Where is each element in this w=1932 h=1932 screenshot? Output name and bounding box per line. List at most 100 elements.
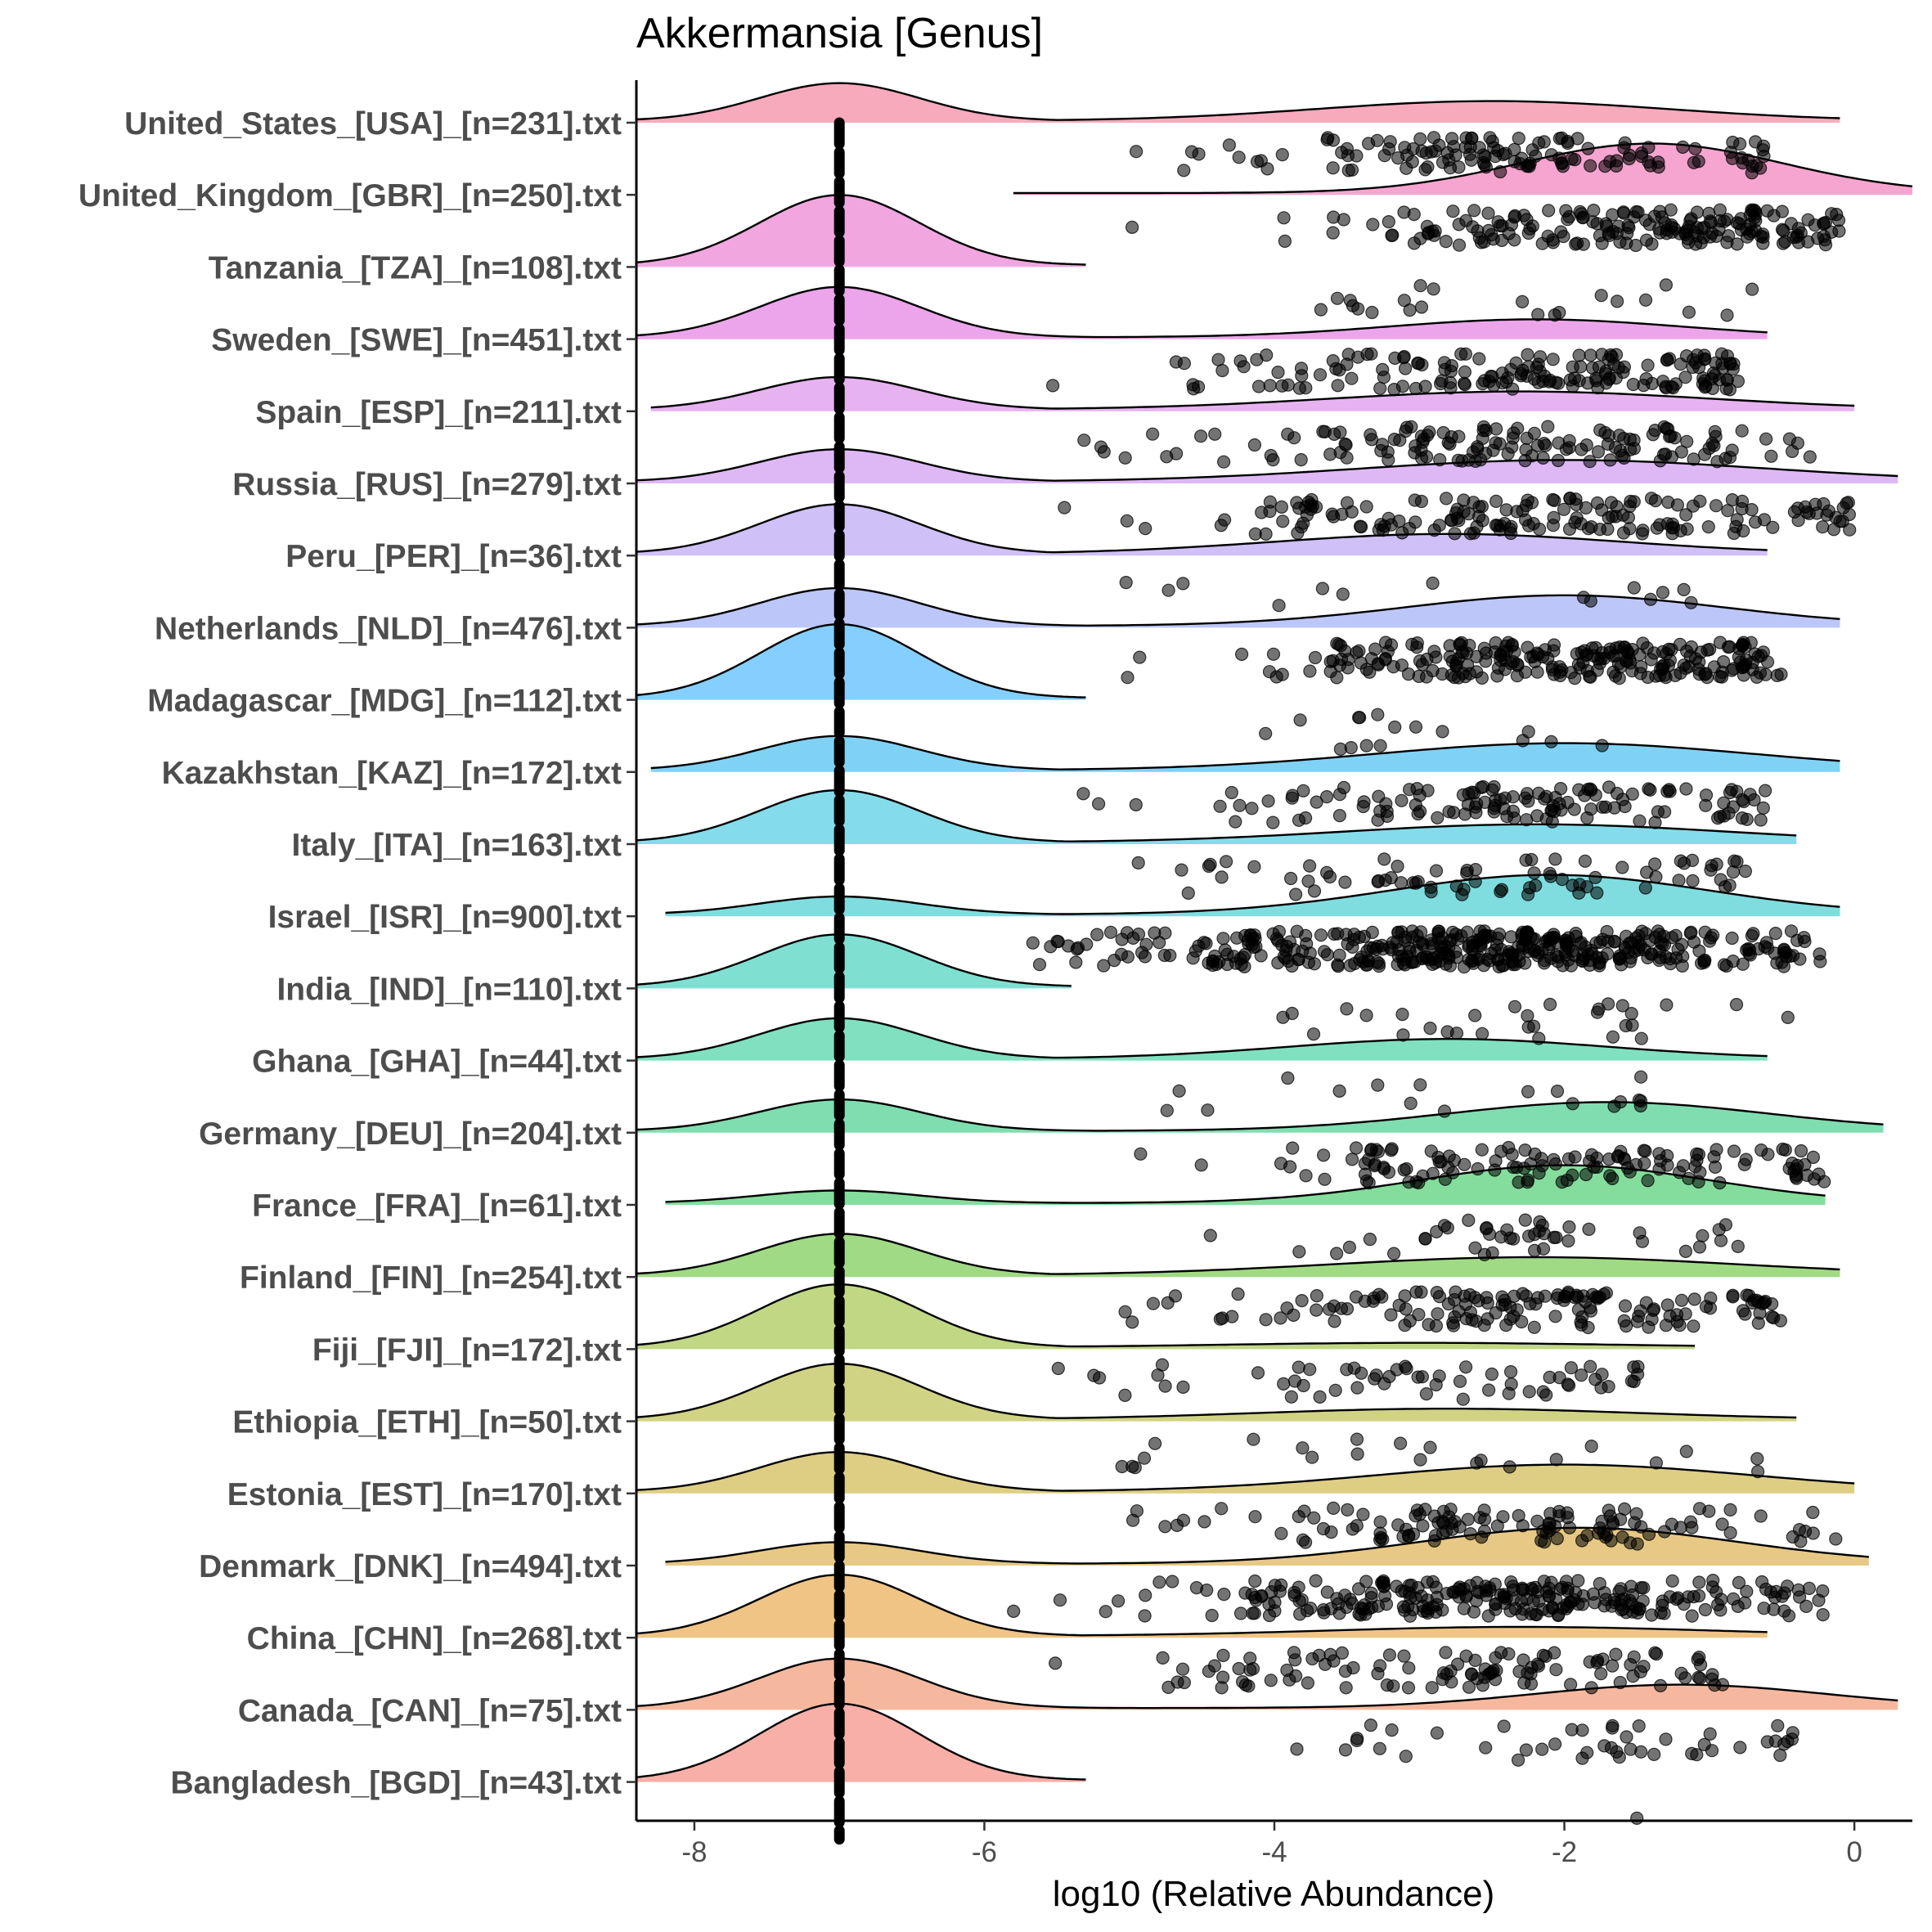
data-point: [1736, 793, 1750, 807]
data-point: [1642, 141, 1656, 155]
data-point: [1329, 1247, 1344, 1260]
data-point: [1453, 637, 1467, 651]
data-point: [1568, 515, 1582, 529]
data-point: [1552, 376, 1566, 390]
data-point: [1216, 932, 1230, 946]
data-point: [1728, 854, 1741, 868]
data-point: [1516, 1519, 1530, 1533]
data-point: [1677, 582, 1691, 597]
data-point: [1364, 1143, 1378, 1157]
data-point: [1575, 1368, 1588, 1382]
data-point: [1548, 790, 1562, 805]
data-point: [1423, 1021, 1437, 1036]
data-point: [1323, 869, 1337, 884]
data-point: [1480, 1291, 1494, 1305]
data-point: [1332, 788, 1347, 802]
data-point: [1371, 1666, 1385, 1681]
data-point: [1653, 1678, 1668, 1692]
data-point: [1217, 1587, 1231, 1602]
data-point: [1176, 577, 1190, 591]
data-point: [1287, 431, 1301, 445]
data-point: [1227, 950, 1241, 964]
density-outline-17: [636, 1283, 1696, 1348]
data-point: [1287, 1646, 1301, 1660]
data-point: [1345, 163, 1359, 177]
data-point: [1363, 1232, 1377, 1247]
density-area-6: [636, 504, 1768, 556]
data-point: [1233, 798, 1247, 812]
data-point: [1629, 238, 1642, 253]
data-point: [1332, 363, 1346, 377]
data-point: [1602, 227, 1615, 240]
data-point: [1723, 785, 1737, 800]
data-point: [1325, 507, 1339, 521]
data-point: [1625, 664, 1639, 678]
data-point: [1395, 950, 1409, 964]
data-point: [1504, 930, 1518, 944]
data-point: [1721, 504, 1735, 518]
data-point: [1413, 1453, 1427, 1467]
data-point: [1493, 793, 1507, 806]
data-point: [1364, 1719, 1378, 1732]
data-point: [1430, 1590, 1445, 1604]
data-point: [1494, 1588, 1508, 1602]
data-point: [1566, 360, 1579, 374]
data-point: [1735, 151, 1749, 165]
data-point: [1285, 791, 1299, 805]
data-point: [1177, 357, 1192, 371]
data-point: [1825, 207, 1839, 221]
data-point: [1833, 514, 1847, 528]
data-point: [1463, 140, 1477, 154]
data-point: [1806, 1150, 1820, 1165]
data-point: [1276, 1010, 1290, 1024]
data-point: [1544, 148, 1558, 162]
data-point: [1416, 1519, 1430, 1533]
data-point: [1684, 595, 1698, 609]
data-point: [1378, 651, 1392, 666]
data-point: [1703, 230, 1717, 244]
data-point: [1215, 1681, 1229, 1695]
data-point: [1468, 454, 1483, 469]
data-point: [1643, 783, 1657, 797]
data-point: [1552, 1509, 1566, 1523]
data-point: [1430, 1285, 1444, 1300]
data-point: [1692, 1650, 1706, 1665]
data-point: [1740, 1288, 1754, 1302]
data-point: [1622, 221, 1636, 235]
data-point: [1793, 952, 1807, 966]
data-point: [1176, 1513, 1191, 1527]
data-point: [1709, 499, 1723, 513]
data-point: [1736, 1304, 1750, 1318]
data-point: [1760, 204, 1774, 218]
data-point: [1843, 523, 1857, 537]
data-point: [1627, 1374, 1641, 1389]
data-point: [1305, 1651, 1319, 1666]
data-point: [1386, 936, 1400, 950]
data-point: [1579, 438, 1593, 452]
data-point: [1586, 215, 1600, 229]
data-point: [1045, 379, 1060, 393]
data-point: [1380, 804, 1394, 819]
data-point: [1516, 1287, 1530, 1301]
data-point: [1130, 1504, 1144, 1518]
data-point: [1606, 1171, 1620, 1186]
data-point: [1335, 1646, 1350, 1660]
data-point: [1157, 948, 1171, 963]
data-point: [1697, 221, 1711, 235]
data-point: [1404, 1096, 1418, 1111]
data-point: [1462, 507, 1476, 521]
y-label-6: Peru_[PER]_[n=36].txt: [285, 539, 622, 574]
data-point: [1303, 664, 1317, 678]
data-point: [1516, 1653, 1530, 1667]
data-point: [1247, 1606, 1261, 1620]
data-point: [1398, 933, 1413, 948]
data-point: [1440, 1025, 1454, 1039]
data-point: [1439, 1646, 1453, 1660]
data-point: [1338, 1665, 1353, 1678]
data-point: [1575, 955, 1590, 968]
data-point: [1215, 870, 1229, 884]
data-point: [1572, 348, 1586, 362]
data-point: [1491, 661, 1506, 675]
data-point: [1452, 1590, 1466, 1604]
data-point: [1802, 506, 1816, 521]
